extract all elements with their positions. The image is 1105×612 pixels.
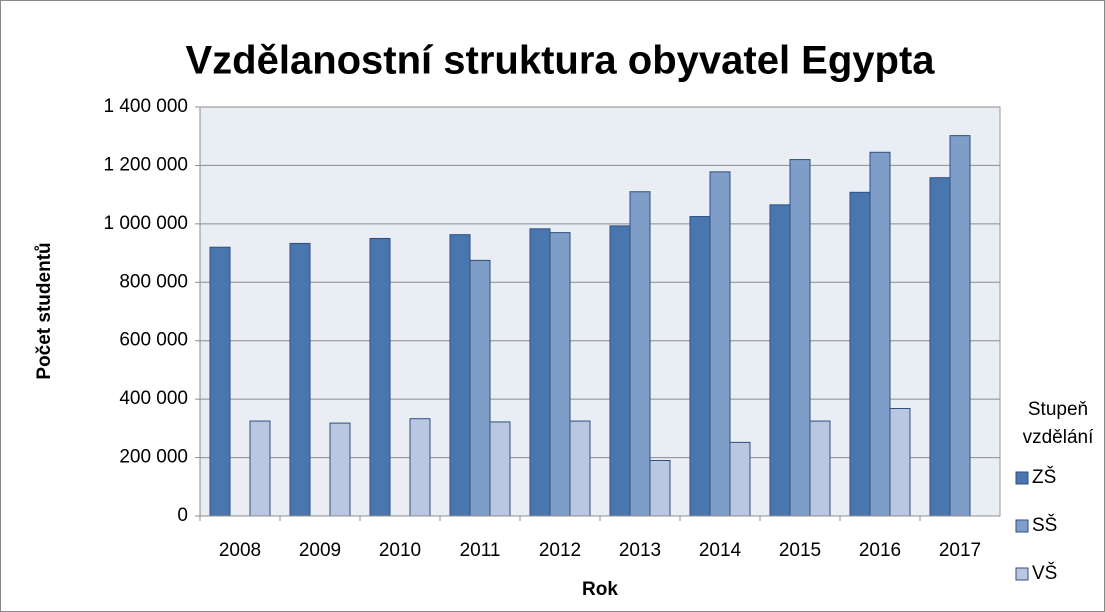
- bar: [549, 232, 571, 517]
- x-tick-label: 2016: [859, 540, 901, 561]
- bar: [369, 237, 391, 517]
- x-tick-label: 2014: [699, 540, 742, 561]
- y-tick-label: 1 200 000: [103, 154, 188, 175]
- bar: [769, 204, 791, 517]
- y-tick-label: 600 000: [119, 330, 188, 351]
- x-tick-label: 2012: [539, 540, 581, 561]
- legend-label: ZŠ: [1032, 466, 1056, 488]
- bar: [789, 159, 811, 517]
- bar: [329, 422, 351, 517]
- bar: [609, 225, 631, 517]
- bar: [949, 135, 971, 517]
- bar: [929, 177, 951, 517]
- bar: [449, 234, 471, 517]
- legend-title-line: Stupeň: [1028, 399, 1088, 420]
- y-axis-title: Počet studentů: [34, 242, 55, 379]
- x-tick-label: 2017: [939, 540, 981, 561]
- x-tick-label: 2013: [619, 540, 661, 561]
- x-tick-label: 2009: [299, 540, 341, 561]
- bar: [689, 216, 711, 517]
- legend-title-line: vzdělání: [1023, 427, 1094, 448]
- legend-swatch: [1015, 471, 1029, 485]
- legend-swatch: [1015, 519, 1029, 533]
- bar: [289, 242, 311, 517]
- bar: [569, 420, 591, 517]
- y-tick-label: 0: [177, 505, 188, 526]
- chart-title: Vzdělanostní struktura obyvatel Egypta: [185, 39, 935, 83]
- x-tick-label: 2010: [379, 540, 421, 561]
- x-tick-label: 2015: [779, 540, 821, 561]
- y-tick-label: 1 400 000: [103, 96, 188, 117]
- bar: [209, 246, 231, 517]
- bar: [409, 418, 431, 517]
- y-tick-label: 800 000: [119, 271, 188, 292]
- bar: [249, 420, 271, 517]
- bar: [529, 228, 551, 517]
- bar: [489, 421, 511, 517]
- legend-label: VŠ: [1032, 562, 1057, 584]
- legend-label: SŠ: [1032, 514, 1057, 536]
- x-tick-label: 2008: [219, 540, 261, 561]
- bar: [849, 191, 871, 517]
- y-tick-label: 400 000: [119, 388, 188, 409]
- bar: [629, 191, 651, 517]
- y-tick-label: 1 000 000: [103, 213, 188, 234]
- bar: [889, 407, 911, 517]
- x-tick-label: 2011: [460, 540, 501, 561]
- y-tick-label: 200 000: [119, 447, 188, 468]
- bar: [709, 171, 731, 517]
- bar: [809, 420, 831, 517]
- bar: [729, 441, 751, 517]
- legend-swatch: [1015, 567, 1029, 581]
- bar: [469, 259, 491, 517]
- bar: [869, 151, 891, 517]
- bar: [649, 459, 671, 517]
- x-axis-title: Rok: [582, 579, 618, 600]
- legend-title: Stupeň vzdělání: [1023, 399, 1094, 448]
